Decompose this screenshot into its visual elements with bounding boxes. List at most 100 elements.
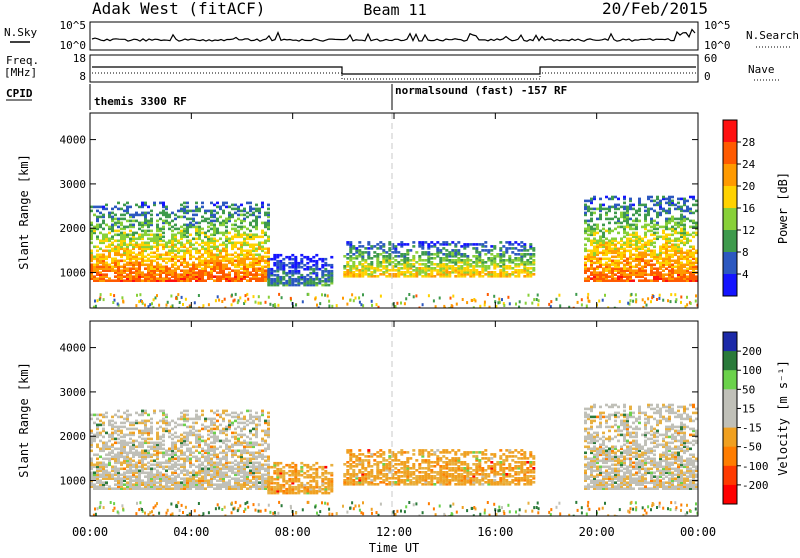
velocity-cell bbox=[123, 483, 126, 486]
power-cell bbox=[382, 249, 385, 252]
power-cell bbox=[602, 232, 605, 235]
velocity-cell bbox=[234, 472, 237, 475]
power-cell bbox=[318, 268, 321, 271]
power-cell bbox=[611, 248, 614, 251]
power-cell bbox=[123, 279, 126, 282]
velocity-cell bbox=[171, 477, 174, 480]
power-clutter bbox=[239, 296, 241, 299]
velocity-cell bbox=[219, 468, 222, 471]
power-cell bbox=[219, 250, 222, 253]
power-cell bbox=[198, 244, 201, 247]
power-cell bbox=[93, 264, 96, 267]
power-cell bbox=[237, 206, 240, 209]
power-cell bbox=[469, 263, 472, 266]
power-cell bbox=[593, 238, 596, 241]
velocity-cell bbox=[177, 436, 180, 439]
power-cell bbox=[240, 271, 243, 274]
velocity-cell bbox=[204, 450, 207, 453]
power-cell bbox=[144, 267, 147, 270]
velocity-cell bbox=[189, 418, 192, 421]
power-cell bbox=[114, 279, 117, 282]
power-clutter bbox=[110, 293, 112, 296]
power-cell bbox=[671, 254, 674, 257]
power-cell bbox=[315, 272, 318, 275]
power-cell bbox=[213, 254, 216, 257]
power-cell bbox=[123, 210, 126, 213]
power-cell bbox=[674, 266, 677, 269]
power-cell bbox=[225, 226, 228, 229]
velocity-cell bbox=[231, 450, 234, 453]
power-cell bbox=[228, 232, 231, 235]
power-clutter bbox=[371, 300, 373, 303]
power-cell bbox=[602, 240, 605, 243]
velocity-cell bbox=[105, 481, 108, 484]
power-cell bbox=[153, 246, 156, 249]
power-cell bbox=[309, 276, 312, 279]
power-clutter bbox=[433, 299, 435, 302]
power-clutter bbox=[295, 304, 297, 307]
power-cell bbox=[487, 249, 490, 252]
power-clutter bbox=[632, 300, 634, 303]
velocity-cell bbox=[138, 436, 141, 439]
velocity-cell bbox=[135, 475, 138, 478]
power-cell bbox=[258, 216, 261, 219]
power-cell bbox=[147, 254, 150, 257]
power-clutter bbox=[221, 300, 223, 303]
power-cell bbox=[689, 260, 692, 263]
power-cell bbox=[201, 206, 204, 209]
power-cell bbox=[650, 234, 653, 237]
velocity-cell bbox=[102, 428, 105, 431]
power-cell bbox=[195, 238, 198, 241]
velocity-cell bbox=[246, 487, 249, 490]
power-cell bbox=[174, 228, 177, 231]
power-cell bbox=[303, 256, 306, 259]
power-cell bbox=[264, 260, 267, 263]
power-cell bbox=[174, 224, 177, 227]
power-clutter bbox=[380, 295, 382, 298]
power-cell bbox=[135, 204, 138, 207]
power-clutter bbox=[662, 299, 664, 302]
power-cell bbox=[379, 245, 382, 248]
power-cell bbox=[105, 224, 108, 227]
power-cell bbox=[126, 262, 129, 265]
power-cell bbox=[168, 267, 171, 270]
power-cell bbox=[400, 267, 403, 270]
power-cell bbox=[424, 241, 427, 244]
power-cell bbox=[156, 277, 159, 280]
power-clutter bbox=[182, 303, 184, 306]
velocity-cell bbox=[132, 464, 135, 467]
velocity-cell bbox=[99, 474, 102, 477]
velocity-cell bbox=[135, 428, 138, 431]
power-cell bbox=[653, 246, 656, 249]
velocity-cell bbox=[258, 475, 261, 478]
velocity-cell bbox=[219, 483, 222, 486]
power-cell bbox=[156, 214, 159, 217]
power-cell bbox=[623, 206, 626, 209]
power-cell bbox=[379, 253, 382, 256]
power-clutter bbox=[185, 298, 187, 301]
power-cell bbox=[108, 226, 111, 229]
power-cell bbox=[653, 264, 656, 267]
power-cell bbox=[659, 200, 662, 203]
power-cell bbox=[442, 257, 445, 260]
power-cell bbox=[255, 248, 258, 251]
velocity-cell bbox=[147, 466, 150, 469]
velocity-cell bbox=[201, 468, 204, 471]
power-cell bbox=[321, 264, 324, 267]
power-cell bbox=[451, 259, 454, 262]
power-cell bbox=[662, 226, 665, 229]
power-cell bbox=[466, 255, 469, 258]
power-cell bbox=[96, 277, 99, 280]
velocity-cell bbox=[138, 470, 141, 473]
velocity-cell bbox=[156, 470, 159, 473]
power-cell bbox=[472, 243, 475, 246]
power-cell bbox=[207, 271, 210, 274]
power-cell bbox=[210, 250, 213, 253]
velocity-cell bbox=[210, 418, 213, 421]
power-cell bbox=[442, 247, 445, 250]
power-cell bbox=[680, 198, 683, 201]
power-cell bbox=[424, 259, 427, 262]
power-cell bbox=[285, 264, 288, 267]
power-clutter bbox=[121, 296, 123, 299]
power-cell bbox=[150, 252, 153, 255]
